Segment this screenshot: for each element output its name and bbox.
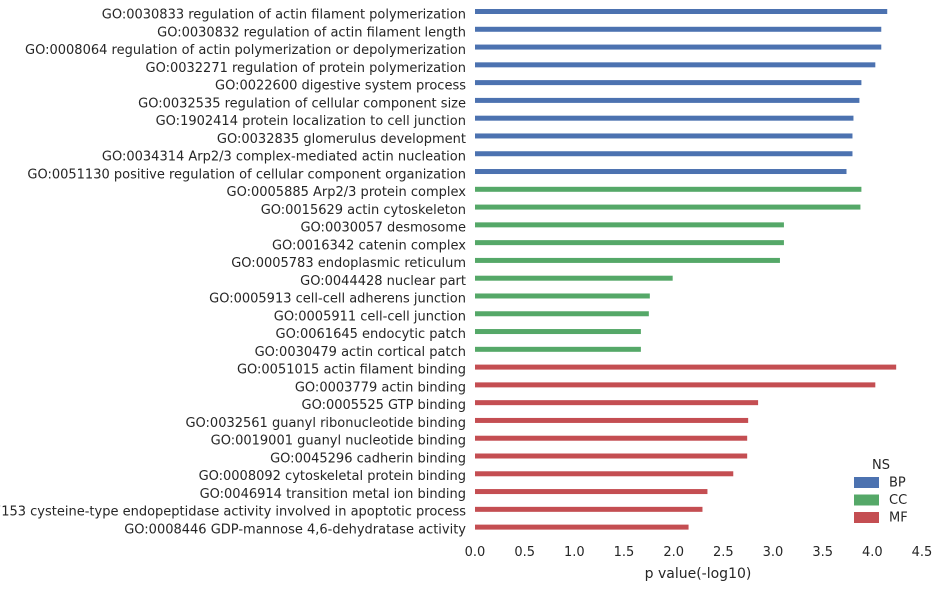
bar-bp	[475, 62, 876, 68]
category-label: GO:0005911 cell-cell junction	[274, 309, 466, 324]
x-tick-label: 3.5	[812, 545, 833, 560]
bar-bp	[475, 151, 853, 157]
x-axis-label: p value(-log10)	[645, 566, 752, 582]
bar-cc	[475, 222, 784, 228]
category-label: GO:0032835 glomerulus development	[217, 132, 466, 147]
category-label: GO:0045296 cadherin binding	[270, 451, 466, 466]
bar-mf	[475, 453, 748, 459]
category-label: GO:0030057 desmosome	[300, 221, 466, 236]
category-label: GO:0046914 transition metal ion binding	[200, 487, 466, 502]
bar-cc	[475, 240, 784, 246]
x-tick-label: 2.0	[663, 545, 684, 560]
bar-cc	[475, 346, 641, 352]
legend-swatch-mf	[854, 512, 879, 523]
category-label: GO:0015629 actin cytoskeleton	[261, 203, 466, 218]
category-label: GO:0061645 endocytic patch	[276, 327, 466, 342]
bar-bp	[475, 26, 882, 32]
category-label: GO:0051130 positive regulation of cellul…	[27, 167, 466, 182]
x-tick-label: 0.0	[465, 545, 486, 560]
legend-label-mf: MF	[889, 511, 908, 526]
x-tick-label: 2.5	[713, 545, 734, 560]
bar-mf	[475, 417, 749, 423]
x-tick-label: 3.0	[763, 545, 784, 560]
bar-cc	[475, 329, 641, 335]
bar-mf	[475, 435, 748, 441]
legend-items: BP CC MF	[854, 476, 908, 526]
category-label: GO:0005783 endoplasmic reticulum	[231, 256, 466, 271]
category-label: GO:0030479 actin cortical patch	[255, 345, 466, 360]
bar-bp	[475, 44, 882, 50]
bar-mf	[475, 471, 734, 477]
category-label: GO:0051015 actin filament binding	[237, 363, 466, 378]
x-tick-label: 4.0	[862, 545, 883, 560]
category-label: GO:0030832 regulation of actin filament …	[157, 25, 466, 40]
bar-mf	[475, 506, 703, 512]
bar-cc	[475, 186, 862, 192]
bars-layer	[475, 9, 897, 530]
x-axis-ticks: 0.0 0.5 1.0 1.5 2.0 2.5 3.0 3.5 4.0 4.5	[465, 545, 933, 560]
category-label: GO:0022600 digestive system process	[215, 79, 466, 94]
category-label: GO:0019001 guanyl nucleotide binding	[211, 434, 466, 449]
legend-label-cc: CC	[889, 493, 907, 508]
category-label: GO:0005913 cell-cell adherens junction	[209, 292, 466, 307]
category-label: GO:0030833 regulation of actin filament …	[102, 8, 466, 23]
category-label: GO:0032271 regulation of protein polymer…	[146, 61, 466, 76]
bar-cc	[475, 257, 780, 263]
x-tick-label: 1.0	[564, 545, 585, 560]
bar-mf	[475, 524, 689, 530]
bar-mf	[475, 400, 759, 406]
bar-bp	[475, 9, 888, 14]
category-label: GO:0003779 actin binding	[295, 380, 466, 395]
bar-cc	[475, 293, 650, 299]
category-label: GO:0008064 regulation of actin polymeriz…	[25, 43, 466, 58]
category-label: GO:0016342 catenin complex	[272, 238, 466, 253]
bar-cc	[475, 311, 649, 317]
bar-mf	[475, 382, 876, 388]
category-label: GO:0032535 regulation of cellular compon…	[138, 96, 466, 111]
category-label: GO:1902414 protein localization to cell …	[156, 114, 466, 129]
bar-cc	[475, 204, 861, 210]
category-label: GO:0008092 cytoskeletal protein binding	[199, 469, 466, 484]
category-label: GO:0005885 Arp2/3 protein complex	[227, 185, 467, 200]
category-label: GO:0097153 cysteine-type endopeptidase a…	[0, 505, 466, 520]
bar-bp	[475, 115, 854, 121]
legend-title: NS	[872, 458, 890, 473]
x-tick-label: 0.5	[514, 545, 535, 560]
bar-mf	[475, 364, 897, 370]
category-labels: GO:0030833 regulation of actin filament …	[0, 8, 466, 538]
legend-label-bp: BP	[889, 476, 906, 491]
bar-bp	[475, 80, 862, 86]
legend-swatch-cc	[854, 494, 879, 506]
category-label: GO:0005525 GTP binding	[302, 398, 466, 413]
bar-bp	[475, 169, 847, 175]
category-label: GO:0044428 nuclear part	[300, 274, 466, 289]
category-label: GO:0034314 Arp2/3 complex-mediated actin…	[102, 150, 466, 165]
category-label: GO:0008446 GDP-mannose 4,6-dehydratase a…	[124, 522, 466, 537]
bar-bp	[475, 97, 860, 103]
bar-mf	[475, 489, 708, 495]
bar-bp	[475, 133, 853, 139]
x-tick-label: 1.5	[614, 545, 635, 560]
category-label: GO:0032561 guanyl ribonucleotide binding	[185, 416, 466, 431]
bar-cc	[475, 275, 673, 281]
legend: NS BP CC MF	[854, 458, 908, 526]
legend-swatch-bp	[854, 477, 879, 488]
x-tick-label: 4.5	[912, 545, 933, 560]
